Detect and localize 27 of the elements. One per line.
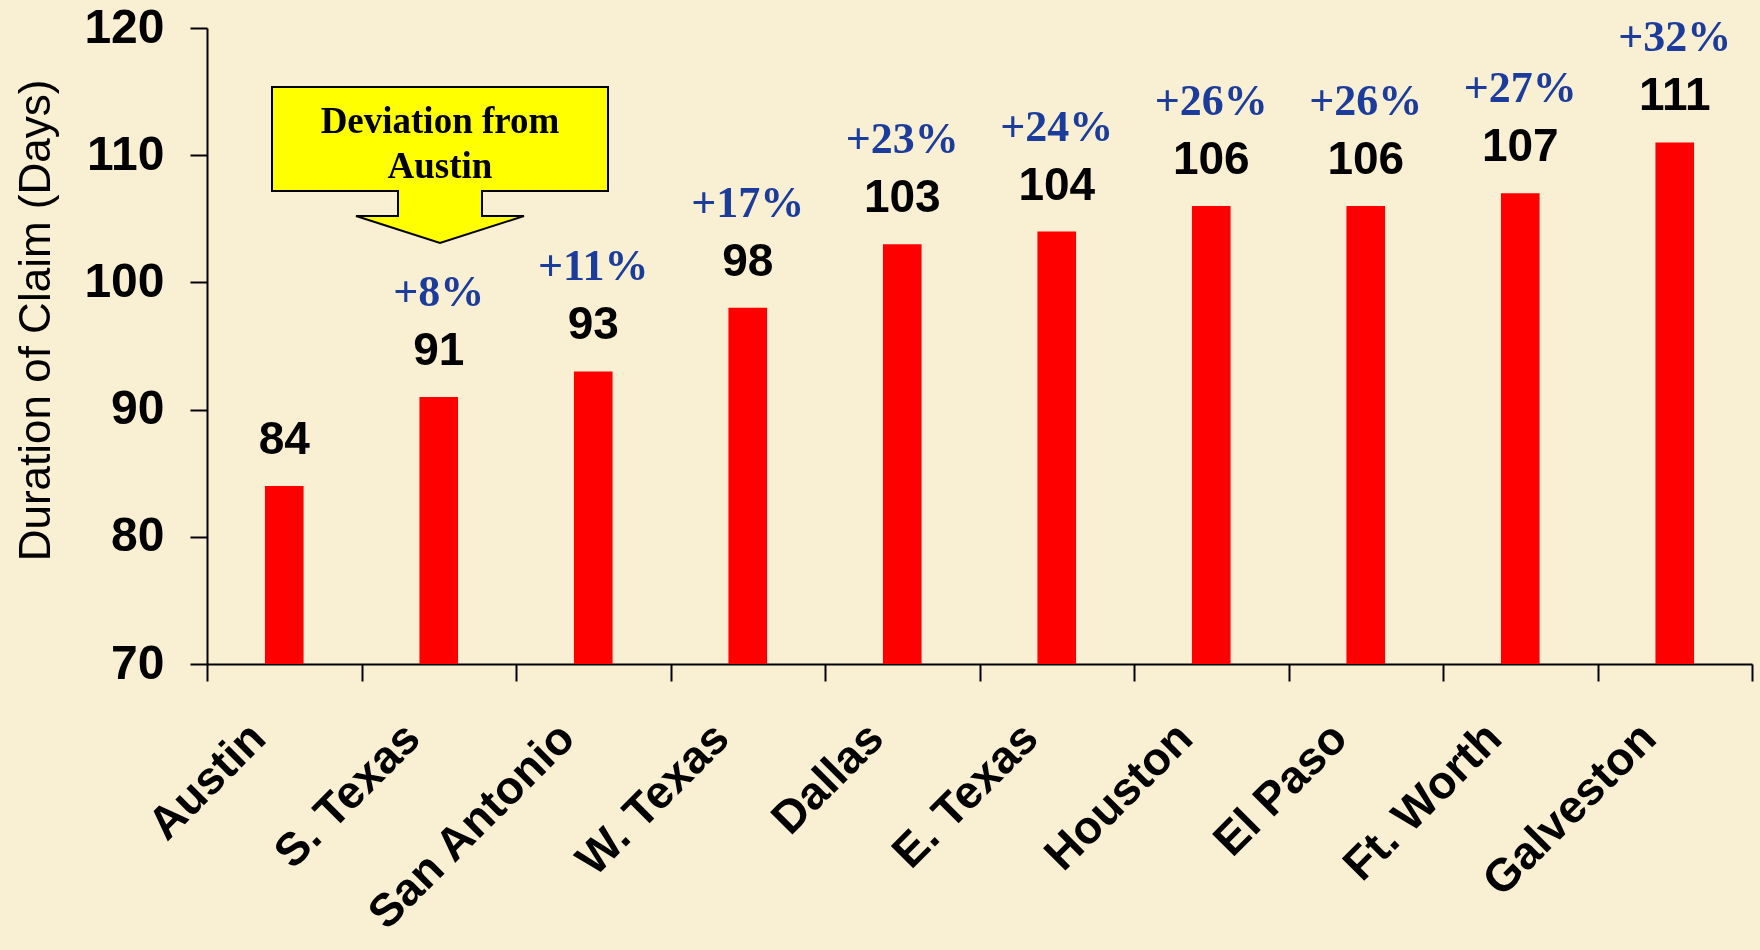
y-tick-label: 100 [84,253,165,307]
data-label: 103 [863,170,941,223]
annotation: +17% [691,177,805,227]
y-tick-label: 110 [87,126,165,180]
data-label: 106 [1327,132,1405,185]
annotation: +11% [537,241,649,291]
annotation: +23% [845,114,959,164]
annotation: +24% [1000,101,1114,151]
annotation: +27% [1463,63,1577,113]
annotation: +8% [393,266,485,316]
annotation: +32% [1618,12,1732,62]
data-label: 91 [413,322,465,375]
y-tick-label: 70 [111,635,165,689]
data-label: 98 [722,233,774,286]
annotation: +26% [1309,76,1423,126]
data-label: 111 [1638,68,1711,121]
data-label: 84 [258,411,311,464]
y-tick-label: 80 [111,508,165,562]
annotation: Deviation from Austin [320,100,560,186]
y-tick-label: 90 [111,381,165,435]
y-axis-title: Duration of Claim (Days) [9,79,59,562]
data-label: 104 [1018,157,1096,210]
annotation: +26% [1154,76,1268,126]
data-label: 93 [567,297,619,350]
data-label: 106 [1172,132,1250,185]
data-label: 107 [1481,119,1559,172]
y-tick-label: 120 [84,0,165,53]
